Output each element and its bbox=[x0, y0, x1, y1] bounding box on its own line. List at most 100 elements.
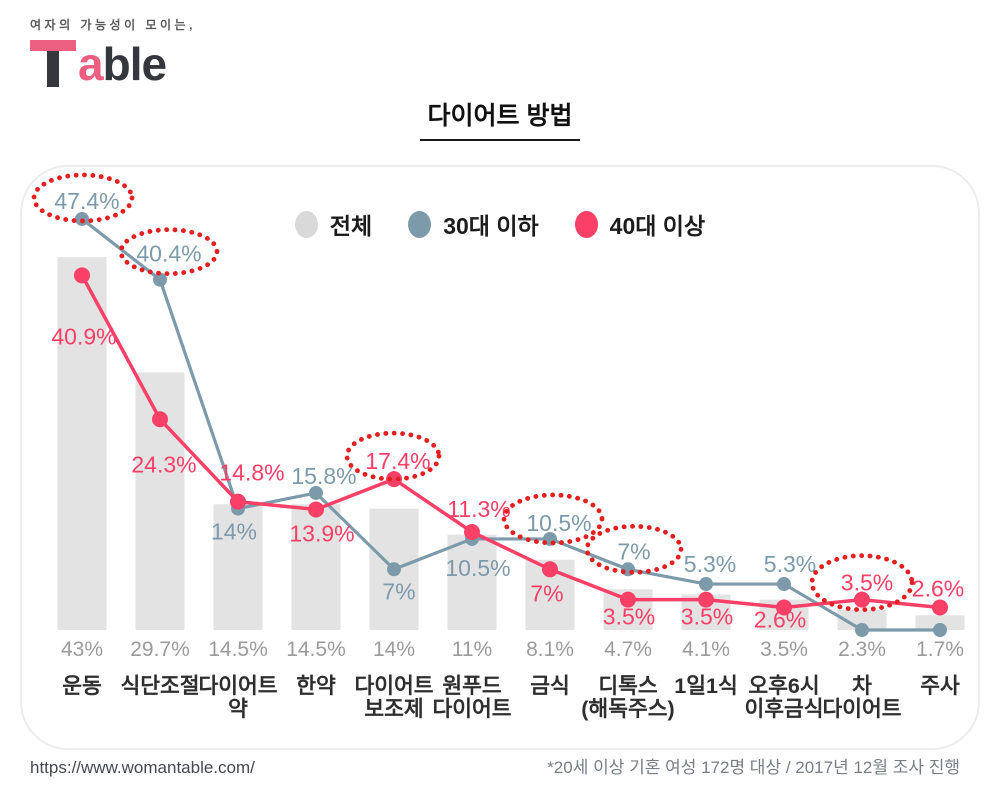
highlight-circle bbox=[584, 523, 684, 575]
line-under-30s bbox=[81, 217, 940, 632]
data-label: 7% bbox=[617, 538, 650, 564]
logo-brand: a ble bbox=[30, 40, 196, 87]
footer: https://www.womantable.com/ *20세 이상 기혼 여… bbox=[30, 753, 960, 778]
category-label: 다이어트 bbox=[432, 697, 511, 721]
legend-item-under-30s: 30대 이하 bbox=[408, 207, 539, 241]
legend-dot-under-30s bbox=[408, 210, 432, 238]
chart-card: 전체 30대 이하 40대 이상 43% 29.7% 14.5% 14.5% 14% 11… bbox=[20, 165, 980, 750]
data-label: 47.4% bbox=[54, 188, 119, 214]
data-label: 14% bbox=[211, 519, 257, 545]
legend-dot-over-40s bbox=[574, 210, 598, 238]
category-label: 1일1식 bbox=[674, 674, 737, 698]
total-value-label: 4.7% bbox=[604, 638, 652, 661]
page-title: 다이어트 방법 bbox=[0, 96, 1000, 141]
data-label: 3.5% bbox=[681, 604, 733, 630]
highlight-circle bbox=[809, 553, 915, 613]
category-label: 운동 bbox=[62, 674, 102, 698]
data-label: 10.5% bbox=[445, 555, 510, 581]
data-label: 3.5% bbox=[841, 570, 893, 596]
category-label: 약 bbox=[228, 697, 248, 721]
data-label: 2.6% bbox=[754, 606, 806, 632]
highlight-circle bbox=[501, 492, 605, 546]
data-label: 15.8% bbox=[291, 463, 356, 489]
category-label: 주사 bbox=[920, 674, 960, 698]
footer-url: https://www.womantable.com/ bbox=[30, 758, 255, 777]
data-label: 24.3% bbox=[131, 451, 196, 477]
logo-letter-t bbox=[30, 40, 76, 87]
total-value-label: 11% bbox=[452, 638, 492, 661]
category-label: 금식 bbox=[530, 674, 570, 698]
bar bbox=[837, 610, 887, 630]
data-label: 13.9% bbox=[289, 520, 354, 546]
category-label: 다이어트 bbox=[198, 674, 277, 698]
bar bbox=[447, 534, 497, 630]
category-label: 보조제 bbox=[364, 697, 423, 721]
chart-svg: 43% 29.7% 14.5% 14.5% 14% 11% 8.1% 4.7% 4.1% 3.5%… bbox=[31, 172, 965, 721]
total-value-label: 43% bbox=[61, 638, 103, 661]
category-label: 차 bbox=[852, 674, 872, 698]
bar bbox=[57, 257, 107, 630]
data-point bbox=[855, 623, 869, 637]
total-value-label: 14.5% bbox=[286, 638, 346, 661]
category-label: 원푸드 bbox=[442, 674, 502, 698]
chart-legend: 전체 30대 이하 40대 이상 bbox=[22, 207, 978, 241]
logo: 여자의 가능성이 모이는, a ble bbox=[30, 16, 196, 87]
data-label: 17.4% bbox=[365, 448, 430, 474]
data-label: 5.3% bbox=[684, 551, 736, 577]
data-point bbox=[699, 577, 713, 592]
logo-letters-ble: ble bbox=[102, 38, 167, 90]
data-point bbox=[854, 591, 870, 608]
total-value-label: 4.1% bbox=[682, 638, 730, 661]
logo-t-stem bbox=[47, 51, 59, 87]
data-point bbox=[309, 485, 323, 500]
data-point bbox=[230, 493, 246, 510]
data-point bbox=[933, 623, 947, 637]
logo-letter-a: a bbox=[78, 38, 104, 90]
total-value-label: 14.5% bbox=[208, 638, 268, 661]
data-label: 2.6% bbox=[912, 575, 964, 601]
category-label: 다이어트 bbox=[822, 697, 901, 721]
data-point bbox=[777, 577, 791, 592]
data-point bbox=[308, 501, 324, 518]
data-label: 5.3% bbox=[764, 551, 816, 577]
category-label: 오후6시 bbox=[748, 674, 819, 698]
legend-dot-total bbox=[294, 210, 318, 238]
category-label: 디톡스 bbox=[598, 674, 658, 698]
data-point bbox=[698, 591, 714, 608]
bar bbox=[915, 615, 965, 630]
bar bbox=[291, 504, 341, 630]
data-label: 40.4% bbox=[136, 241, 201, 267]
data-point bbox=[620, 591, 636, 608]
data-point bbox=[386, 471, 402, 488]
logo-tagline: 여자의 가능성이 모이는, bbox=[30, 18, 196, 32]
data-label: 3.5% bbox=[603, 604, 655, 630]
data-point bbox=[932, 599, 948, 616]
legend-item-over-40s: 40대 이상 bbox=[574, 207, 705, 241]
data-point bbox=[152, 411, 168, 428]
data-point bbox=[464, 524, 480, 541]
total-value-label: 3.5% bbox=[760, 638, 808, 661]
line-over-40s bbox=[80, 274, 941, 610]
total-value-label: 14% bbox=[373, 638, 415, 661]
category-label: (해독주스) bbox=[581, 697, 674, 721]
data-label: 7% bbox=[382, 578, 415, 604]
total-value-label: 29.7% bbox=[130, 638, 190, 661]
data-point bbox=[542, 561, 558, 578]
data-label: 11.3% bbox=[447, 496, 511, 522]
bar bbox=[213, 504, 263, 630]
category-label: 다이어트 bbox=[354, 674, 433, 698]
category-label: 식단조절 bbox=[120, 674, 199, 698]
highlight-circle bbox=[344, 430, 442, 482]
data-label: 14.8% bbox=[219, 460, 284, 486]
data-point bbox=[387, 562, 401, 577]
highlight-circle bbox=[118, 227, 220, 277]
total-value-label: 2.3% bbox=[838, 638, 886, 661]
data-label: 10.5% bbox=[526, 510, 591, 536]
legend-item-total: 전체 bbox=[294, 207, 372, 241]
footer-note: *20세 이상 기혼 여성 172명 대상 / 2017년 12월 조사 진행 bbox=[547, 758, 960, 777]
data-label: 40.9% bbox=[51, 323, 116, 349]
category-label: 이후금식 bbox=[744, 697, 823, 721]
data-label: 7% bbox=[530, 580, 563, 606]
total-value-label: 1.7% bbox=[916, 638, 964, 661]
